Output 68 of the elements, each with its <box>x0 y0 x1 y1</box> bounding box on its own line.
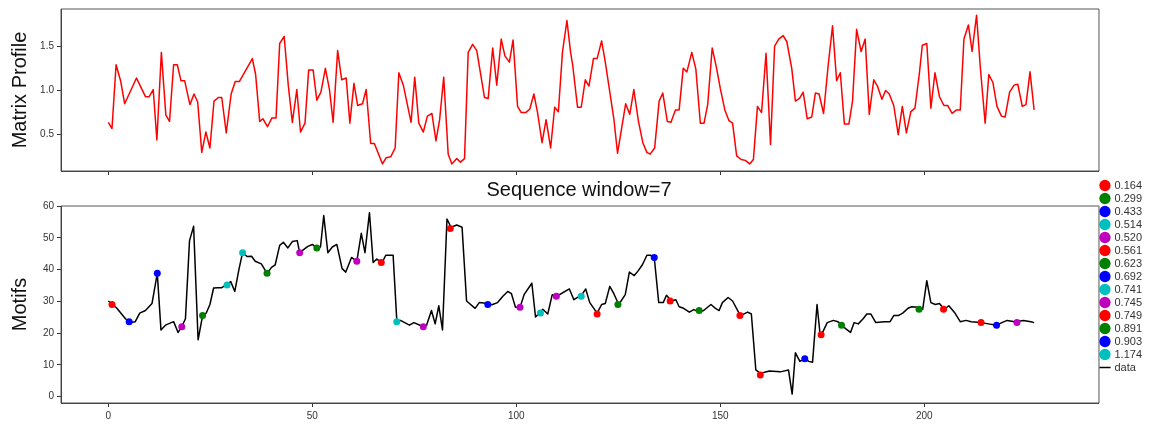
point <box>536 309 544 317</box>
x-tick-label: 0 <box>105 409 112 421</box>
point <box>239 249 247 257</box>
legend-label: 0.164 <box>1114 178 1142 191</box>
point <box>915 305 923 313</box>
point <box>1013 319 1021 327</box>
legend-label: 1.174 <box>1114 347 1142 360</box>
legend-label: 0.903 <box>1114 334 1142 347</box>
y-tick-label: 1.0 <box>40 84 55 96</box>
point <box>940 305 948 313</box>
point <box>313 244 321 252</box>
legend-label: 0.749 <box>1114 308 1142 321</box>
point <box>577 292 585 300</box>
y-tick-label: 60 <box>42 199 55 211</box>
legend-label: 0.891 <box>1114 321 1142 334</box>
chart-title: Sequence window=7 <box>486 177 672 200</box>
point <box>736 312 744 320</box>
y-tick-label: 0 <box>48 390 55 402</box>
x-tick-label: 150 <box>712 409 730 421</box>
point <box>801 355 809 363</box>
point <box>817 331 825 339</box>
point <box>108 301 116 308</box>
legend-label: 0.745 <box>1114 295 1142 308</box>
point <box>756 371 764 379</box>
point <box>125 318 133 326</box>
legend-label: 0.520 <box>1114 230 1142 243</box>
point <box>263 269 271 277</box>
y-axis-title: Motifs <box>7 277 30 332</box>
point <box>377 259 385 267</box>
point <box>650 253 658 261</box>
point <box>353 257 361 265</box>
y-tick-label: 0.5 <box>40 128 55 140</box>
point <box>446 225 454 233</box>
point <box>593 310 601 318</box>
point <box>178 323 186 331</box>
point <box>666 297 674 305</box>
point <box>993 321 1001 329</box>
x-tick-label: 100 <box>507 409 526 421</box>
point <box>484 301 492 308</box>
legend-label: 0.741 <box>1114 282 1142 295</box>
y-tick-label: 40 <box>42 263 55 275</box>
point <box>552 292 560 300</box>
legend-label: 0.623 <box>1114 256 1142 269</box>
point <box>393 318 401 326</box>
point <box>614 301 622 308</box>
point <box>838 321 846 329</box>
point <box>695 307 703 315</box>
legend-label: 0.433 <box>1114 204 1142 217</box>
y-tick-label: 30 <box>42 295 55 307</box>
y-tick-label: 1.5 <box>40 39 55 51</box>
point <box>223 281 231 289</box>
x-tick-label: 50 <box>306 409 319 421</box>
point <box>516 303 524 311</box>
legend-label: 0.692 <box>1114 269 1142 282</box>
y-tick-label: 20 <box>42 326 55 338</box>
legend-label: data <box>1114 360 1137 373</box>
legend-label: 0.561 <box>1114 243 1142 256</box>
legend-label: 0.514 <box>1114 217 1142 230</box>
point <box>419 323 427 331</box>
x-tick-label: 200 <box>916 409 934 421</box>
legend-label: 0.299 <box>1114 191 1142 204</box>
y-tick-label: 10 <box>42 358 55 370</box>
point <box>296 249 304 257</box>
y-tick-label: 50 <box>42 231 55 243</box>
y-axis-title: Matrix Profile <box>7 31 30 149</box>
point <box>977 319 985 327</box>
point <box>199 312 207 320</box>
point <box>153 269 161 277</box>
